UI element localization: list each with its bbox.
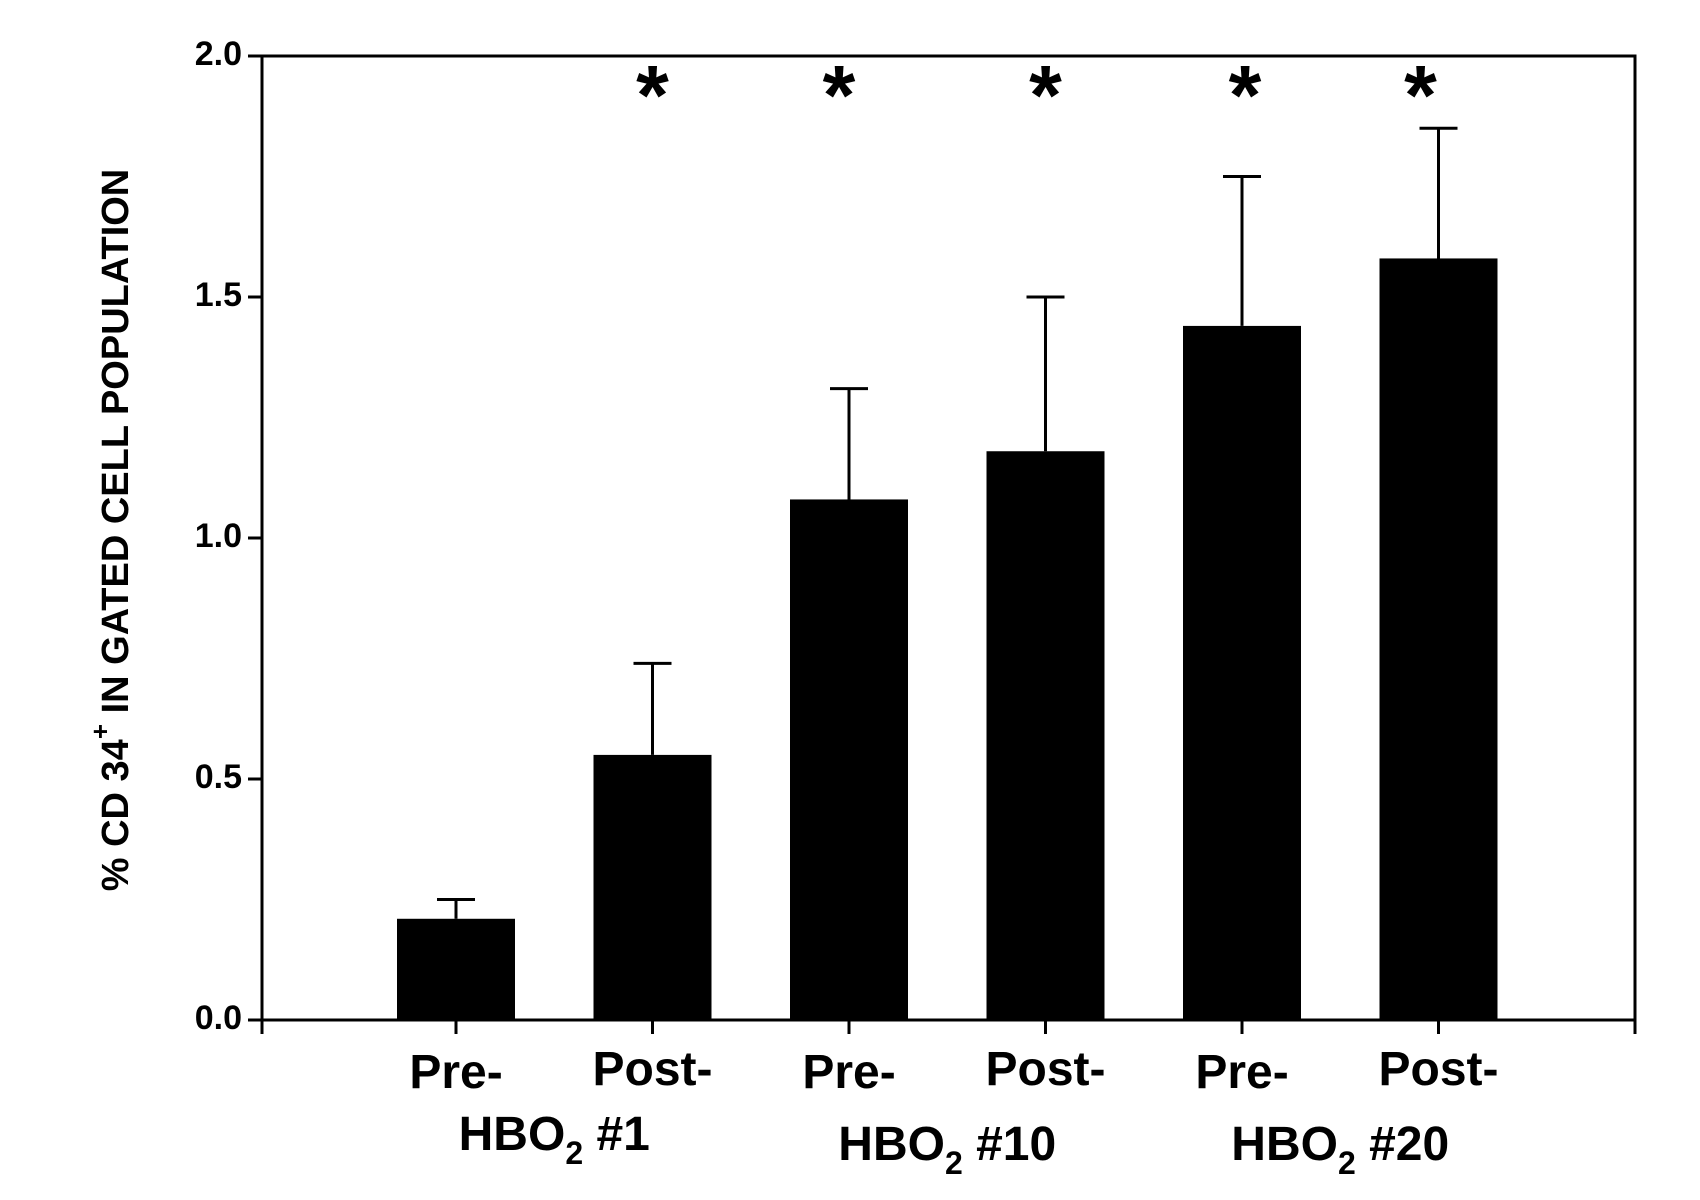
group-label-base: HBO [838,1118,945,1171]
x-axis-ticks [260,1020,1637,1034]
bar [1379,258,1498,1020]
category-label: Pre- [409,1046,502,1099]
group-label-subscript: 2 [945,1145,963,1181]
y-tick-label: 2.0 [195,35,242,73]
significance-star: * [823,48,856,142]
y-axis-title-prefix: % CD 34 [95,739,137,891]
group-label-suffix: #10 [963,1118,1056,1171]
category-label: Post- [986,1043,1106,1096]
significance-star: * [1404,48,1437,142]
y-tick-label: 0.0 [195,999,242,1037]
category-label: Pre- [802,1046,895,1099]
group-label-suffix: #1 [583,1108,650,1161]
bar [397,918,515,1020]
significance-star: * [1029,48,1062,142]
significance-star: * [1229,48,1262,142]
y-axis-ticks: 0.0 0.5 1.0 1.5 2.0 [195,35,262,1037]
error-bars [437,126,1458,919]
group-label-subscript: 2 [565,1135,583,1171]
category-label: Post- [1379,1043,1499,1096]
category-labels: Pre- Post- Pre- Post- Pre- Post- [409,1043,1498,1099]
group-label-subscript: 2 [1338,1145,1356,1181]
group-labels: HBO2 #1 HBO2 #10 HBO2 #20 [459,1108,1450,1181]
bar-series [397,258,1498,1020]
y-tick-label: 1.5 [195,276,242,314]
significance-markers: * * * * * [636,48,1437,142]
group-label: HBO2 #1 [459,1108,650,1171]
y-axis-title-superscript: + [85,724,115,739]
group-label-suffix: #20 [1356,1118,1449,1171]
svg-text:% CD 34+ IN GATED CELL POPULAT: % CD 34+ IN GATED CELL POPULATION [85,169,137,891]
bar [593,754,712,1020]
group-label-base: HBO [459,1108,566,1161]
y-axis-title-suffix: IN GATED CELL POPULATION [95,169,137,724]
y-axis-title: % CD 34+ IN GATED CELL POPULATION [85,169,137,891]
y-tick-label: 0.5 [195,758,242,796]
bar [1183,325,1301,1020]
bar [790,499,908,1020]
group-label: HBO2 #10 [838,1118,1056,1181]
y-tick-label: 1.0 [195,517,242,555]
bar [986,451,1105,1020]
category-label: Pre- [1195,1046,1288,1099]
category-label: Post- [593,1043,713,1096]
group-label-base: HBO [1231,1118,1338,1171]
significance-star: * [636,48,669,142]
group-label: HBO2 #20 [1231,1118,1449,1181]
